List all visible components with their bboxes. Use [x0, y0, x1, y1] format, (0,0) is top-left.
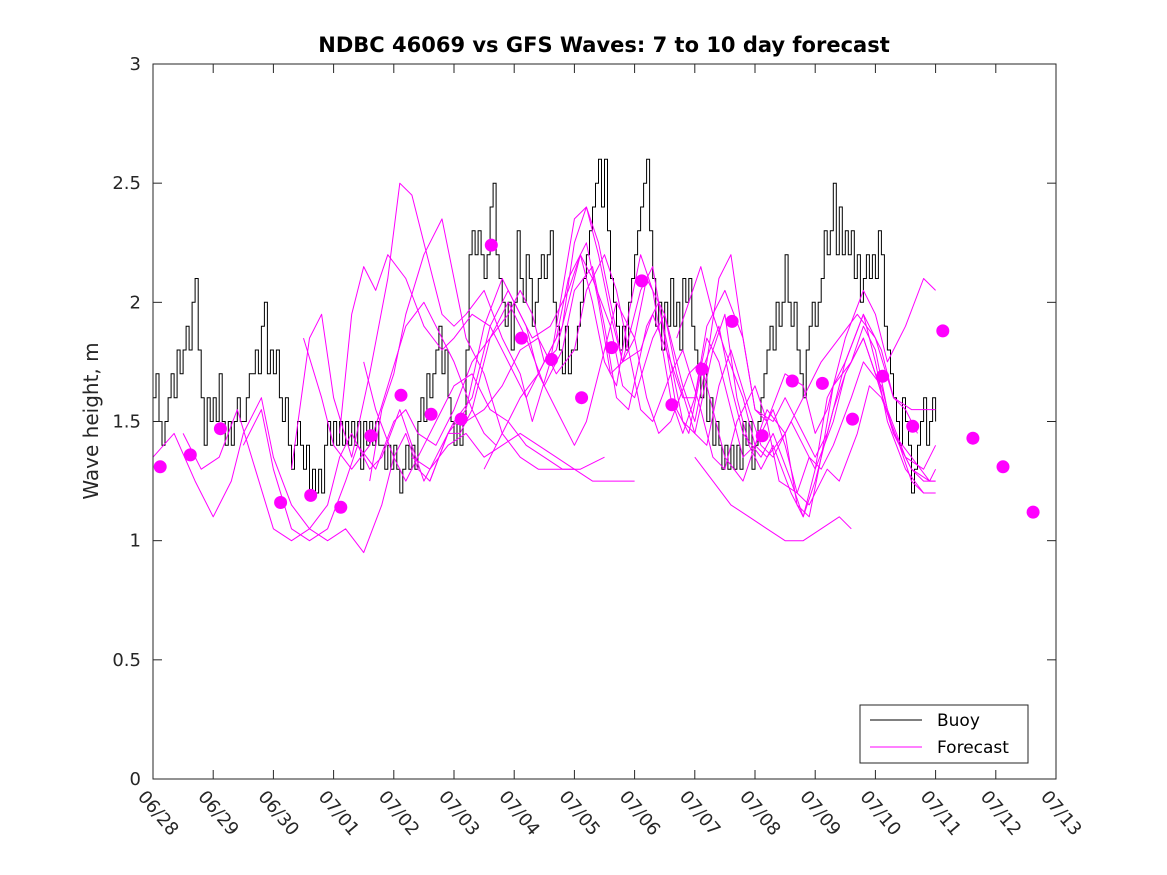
- forecast-marker: [545, 353, 558, 366]
- forecast-line-9: [369, 218, 575, 482]
- forecast-line-4: [291, 182, 936, 470]
- forecast-marker: [815, 376, 829, 390]
- forecast-marker: [484, 238, 498, 252]
- forecast-line-8: [483, 301, 936, 506]
- forecast-marker: [755, 429, 769, 443]
- y-tick-label: 2.5: [112, 173, 141, 194]
- forecast-marker: [635, 274, 649, 288]
- forecast-marker: [906, 419, 920, 433]
- y-tick-label: 2: [130, 292, 141, 313]
- forecast-line-6: [429, 254, 936, 482]
- forecast-marker: [846, 412, 859, 426]
- forecast-marker: [605, 341, 619, 355]
- forecast-marker: [1026, 505, 1040, 519]
- forecast-marker: [304, 488, 318, 502]
- forecast-marker: [665, 398, 679, 412]
- forecast-line-11: [411, 432, 635, 482]
- forecast-line-12: [694, 456, 852, 542]
- forecast-series-group: [152, 182, 937, 554]
- forecast-marker: [334, 500, 348, 514]
- forecast-marker: [213, 422, 227, 436]
- forecast-marker: [183, 448, 197, 462]
- forecast-marker: [966, 431, 980, 445]
- forecast-marker: [725, 314, 739, 328]
- forecast-marker: [695, 362, 709, 376]
- y-tick-label: 3: [130, 54, 141, 75]
- forecast-marker: [153, 460, 167, 474]
- forecast-line-5: [339, 206, 936, 458]
- forecast-line-7: [465, 254, 936, 494]
- legend: Buoy Forecast: [859, 704, 1029, 764]
- y-axis: 0 0.5 1 1.5 2 2.5 3: [112, 54, 1056, 790]
- forecast-marker: [785, 374, 799, 388]
- forecast-marker: [454, 412, 468, 426]
- forecast-line-14: [676, 266, 918, 458]
- forecast-marker: [996, 460, 1010, 474]
- forecast-marker: [575, 391, 589, 405]
- forecast-markers: [153, 238, 1040, 519]
- chart-title: NDBC 46069 vs GFS Waves: 7 to 10 day for…: [318, 33, 889, 57]
- y-tick-label: 1: [130, 531, 141, 552]
- y-tick-label: 1.5: [112, 412, 141, 433]
- forecast-marker: [364, 429, 378, 443]
- y-tick-label: 0.5: [112, 650, 141, 671]
- buoy-series: [153, 158, 937, 494]
- forecast-line-3: [242, 266, 936, 542]
- forecast-line-13: [303, 301, 497, 470]
- forecast-line-1: [152, 254, 937, 554]
- forecast-marker: [514, 331, 528, 345]
- forecast-marker: [274, 496, 288, 509]
- forecast-marker: [936, 324, 950, 338]
- forecast-marker: [876, 369, 890, 383]
- legend-forecast-label: Forecast: [937, 738, 1009, 758]
- y-tick-label: 0: [130, 769, 141, 790]
- legend-box: [859, 704, 1029, 764]
- y-axis-label: Wave height, m: [79, 342, 103, 499]
- forecast-line-10: [363, 361, 605, 482]
- forecast-marker: [424, 407, 438, 421]
- buoy-line: [153, 158, 937, 494]
- forecast-marker: [394, 388, 408, 402]
- legend-buoy-label: Buoy: [937, 711, 980, 731]
- forecast-line-2: [182, 242, 937, 542]
